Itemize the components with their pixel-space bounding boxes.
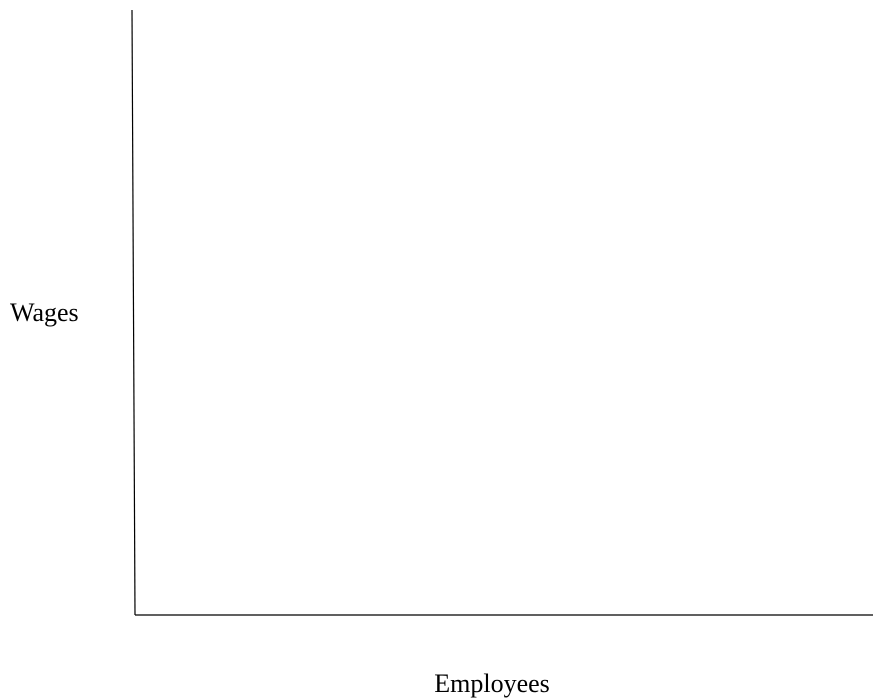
x-axis-label: Employees [434,669,550,698]
y-axis-line [131,9,136,616]
y-axis-label: Wages [10,298,79,327]
